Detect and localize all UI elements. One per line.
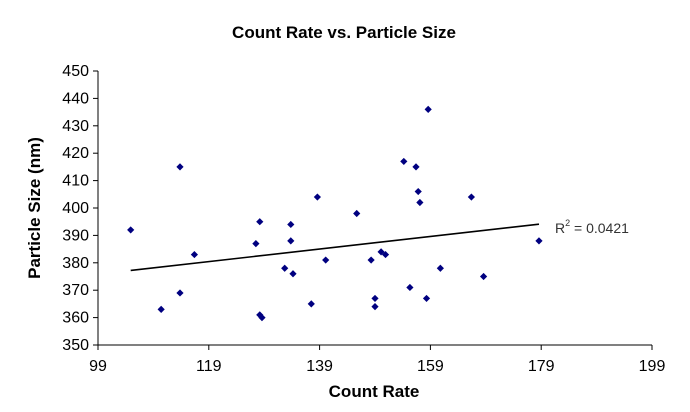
y-tick-label: 360 — [62, 310, 89, 327]
y-tick-label: 380 — [62, 255, 89, 272]
r-squared-base: R — [555, 220, 565, 236]
y-tick-label: 450 — [62, 63, 89, 80]
data-point — [258, 314, 266, 322]
data-point — [313, 193, 321, 201]
y-axis-label: Particle Size (nm) — [25, 137, 44, 279]
data-point — [424, 105, 432, 113]
data-point — [176, 163, 184, 171]
data-point — [535, 237, 543, 245]
data-point — [256, 218, 264, 226]
data-point — [412, 163, 420, 171]
y-tick-label: 410 — [62, 173, 89, 190]
x-tick-label: 179 — [528, 358, 555, 375]
data-point — [371, 294, 379, 303]
y-tick-label: 440 — [62, 90, 89, 107]
data-point — [367, 256, 375, 264]
x-axis-label: Count Rate — [329, 382, 420, 401]
data-point — [353, 209, 361, 218]
data-point — [252, 240, 260, 248]
data-point — [479, 272, 488, 281]
data-point — [176, 289, 184, 297]
chart-title: Count Rate vs. Particle Size — [232, 23, 456, 42]
y-tick-label: 400 — [62, 200, 89, 217]
data-point — [127, 226, 135, 234]
x-tick-label: 99 — [89, 358, 107, 375]
y-tick-label: 370 — [62, 282, 89, 299]
data-point — [436, 264, 444, 272]
data-point — [287, 237, 295, 245]
data-point — [307, 300, 315, 308]
data-point — [157, 305, 165, 313]
r-squared-superscript: 2 — [565, 218, 570, 228]
data-point — [400, 157, 408, 166]
data-point — [281, 264, 289, 272]
data-point — [467, 193, 475, 201]
data-points — [127, 105, 543, 322]
trendline — [130, 223, 540, 272]
r-squared-value: = 0.0421 — [570, 220, 629, 236]
x-tick-label: 159 — [417, 358, 444, 375]
data-point — [289, 270, 297, 278]
data-point — [190, 250, 198, 259]
y-tick-label: 390 — [62, 227, 89, 244]
x-tick-label: 199 — [639, 358, 666, 375]
y-tick-label: 420 — [62, 145, 89, 162]
x-tick-label: 139 — [306, 358, 333, 375]
data-point — [416, 198, 424, 207]
data-point — [381, 250, 390, 259]
data-point — [287, 220, 295, 229]
r-squared-annotation: R2 = 0.0421 — [555, 218, 629, 236]
data-point — [414, 187, 422, 196]
trendline-group — [130, 223, 540, 272]
x-tick-label: 119 — [196, 358, 222, 375]
y-tick-label: 350 — [62, 337, 89, 354]
data-point — [406, 283, 414, 292]
y-tick-label: 430 — [62, 118, 89, 135]
data-point — [322, 256, 330, 264]
data-point — [371, 303, 379, 311]
data-point — [422, 294, 431, 303]
axis-ticks: 350 360 370 380 390 400 410 420 430 440 450 99 119 13… — [62, 63, 665, 375]
